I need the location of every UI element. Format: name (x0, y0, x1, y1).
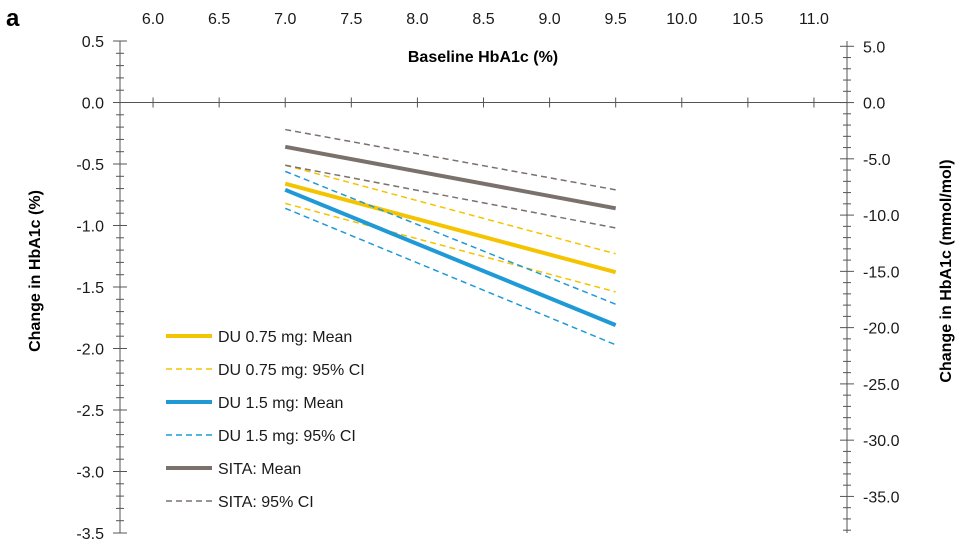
x-tick-label: 10.0 (666, 11, 697, 28)
du-0-75-mg-95-ci-lower-line (285, 202, 616, 293)
legend-label: SITA: 95% CI (218, 494, 314, 511)
y-tick-label: -2.5 (76, 403, 104, 420)
legend-label: SITA: Mean (218, 461, 301, 478)
y-tick-label: -0.5 (76, 157, 104, 174)
y2-tick-label: -5.0 (863, 152, 891, 169)
y2-tick-label: 5.0 (863, 39, 885, 56)
y2-tick-label: -25.0 (863, 377, 900, 394)
sita-95-ci-lower-line (285, 164, 616, 229)
legend-label: DU 1.5 mg: Mean (218, 395, 343, 412)
y-tick-label: -1.5 (76, 280, 104, 297)
y2-tick-label: -30.0 (863, 433, 900, 450)
du-1-5-mg-95-ci-upper-line (284, 170, 616, 305)
x-tick-label: 9.5 (605, 11, 627, 28)
y-axis-title: Change in HbA1c (%) (27, 190, 44, 352)
y-tick-label: 0.0 (82, 96, 104, 113)
axes: 0.5 0.0 -0.5 -1.0 -1.5 -2.0 -2.5 -3.0 -3.5 5.0 0.0… (76, 11, 899, 543)
x-tick-label: 8.0 (406, 11, 428, 28)
x-tick-label: 6.5 (208, 11, 230, 28)
x-tick-label: 7.5 (340, 11, 362, 28)
x-tick-label: 11.0 (799, 11, 829, 28)
du-1-5-mg-mean-line (284, 187, 617, 327)
series-layer (284, 128, 617, 346)
y2-tick-label: -20.0 (863, 321, 900, 338)
x-tick-label: 10.5 (732, 11, 763, 28)
legend-label: DU 0.75 mg: 95% CI (218, 362, 365, 379)
x-tick-label: 8.5 (472, 11, 494, 28)
y2-tick-label: -10.0 (863, 208, 900, 225)
legend-label: DU 0.75 mg: Mean (218, 329, 352, 346)
du-0-75-mg-mean-line (284, 181, 617, 275)
y-tick-label: -3.0 (76, 465, 104, 482)
sita-95-ci-upper-line (285, 128, 616, 191)
y-tick-label: -2.0 (76, 342, 104, 359)
y-tick-label: -1.0 (76, 219, 104, 236)
y-tick-label: 0.5 (82, 34, 104, 51)
panel-label: a (6, 5, 20, 32)
x-tick-label: 9.0 (538, 11, 560, 28)
legend: DU 0.75 mg: Mean DU 0.75 mg: 95% CI DU 1.5… (166, 329, 365, 511)
x-tick-label: 6.0 (142, 11, 164, 28)
legend-label: DU 1.5 mg: 95% CI (218, 428, 356, 445)
y2-axis-title: Change in HbA1c (mmol/mol) (938, 159, 955, 382)
sita-mean-line (284, 144, 617, 211)
du-0-75-mg-95-ci-upper-line (285, 164, 616, 255)
y-tick-label: -3.5 (76, 526, 104, 543)
x-axis-title: Baseline HbA1c (%) (408, 49, 558, 66)
y2-tick-label: -15.0 (863, 264, 900, 281)
y2-tick-label: 0.0 (863, 96, 885, 113)
y2-tick-label: -35.0 (863, 489, 900, 506)
x-tick-label: 7.0 (274, 11, 296, 28)
